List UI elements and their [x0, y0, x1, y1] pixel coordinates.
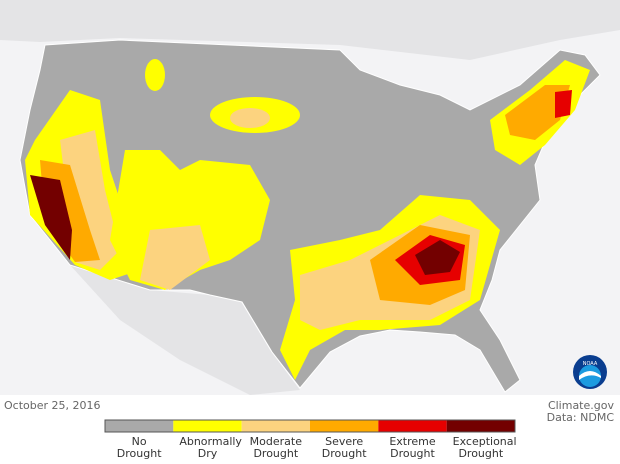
legend-label: Severe Drought	[321, 435, 367, 460]
legend-swatch	[173, 420, 242, 432]
plains-moderate	[230, 108, 270, 128]
credit: Climate.gov	[547, 399, 614, 412]
legend-label: No Drought	[116, 435, 162, 460]
canada	[0, 0, 620, 60]
mexico	[70, 265, 300, 395]
southeast-exceptional	[415, 240, 460, 275]
logo-wave	[579, 371, 601, 380]
legend-label: Abnormally Dry	[179, 435, 242, 460]
source: Data: NDMC	[546, 411, 614, 424]
legend-swatch	[378, 420, 447, 432]
legend-swatch	[310, 420, 379, 432]
noaa-logo: NOAA	[573, 355, 607, 389]
drought-areas	[25, 59, 590, 380]
southwest-moderate	[140, 225, 210, 290]
legend-label: Moderate Drought	[249, 435, 302, 460]
legend-swatch	[446, 420, 515, 432]
legend-swatch	[105, 420, 174, 432]
northeast-extreme	[555, 90, 572, 118]
date: October 25, 2016	[4, 399, 101, 412]
legend-label: Exceptional Drought	[452, 435, 517, 460]
northeast-severe	[505, 85, 570, 140]
legend-swatch	[241, 420, 310, 432]
logo-sea	[579, 365, 601, 387]
montana-dry	[145, 59, 165, 91]
logo-text: NOAA	[583, 361, 598, 367]
legend-labels: No Drought Abnormally Dry Moderate Drought…	[105, 435, 517, 460]
legend-frame	[104, 419, 516, 433]
legend	[104, 419, 516, 433]
legend-label: Extreme Drought	[389, 435, 436, 460]
california-exceptional	[30, 175, 72, 260]
